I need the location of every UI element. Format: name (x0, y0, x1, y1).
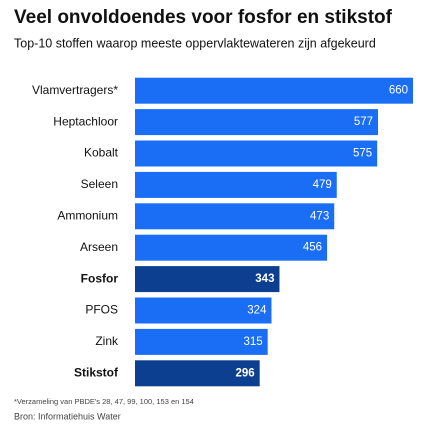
bar (135, 360, 260, 387)
value-label: 296 (235, 367, 254, 379)
bar (135, 234, 328, 261)
bar (135, 203, 335, 230)
value-label: 324 (247, 305, 267, 317)
category-label: Arseen (80, 240, 118, 254)
bar (135, 171, 337, 198)
bar (135, 297, 272, 324)
source: Bron: Informatiehuis Water (14, 411, 121, 421)
value-label: 456 (303, 242, 322, 254)
value-label: 660 (389, 85, 408, 97)
value-label: 577 (354, 116, 373, 128)
bar (135, 266, 280, 293)
category-label: Stikstof (74, 365, 119, 379)
bar (135, 140, 378, 167)
bar (135, 109, 379, 136)
category-label: PFOS (85, 303, 118, 317)
value-label: 473 (310, 210, 329, 222)
category-label: Fosfor (81, 271, 119, 285)
category-label: Heptachloor (53, 114, 118, 128)
footnote: *Verzameling van PBDE's 28, 47, 99, 100,… (14, 397, 194, 406)
value-label: 343 (255, 273, 274, 285)
value-label: 575 (353, 148, 372, 160)
category-label: Kobalt (84, 146, 119, 160)
bar (135, 328, 268, 355)
category-label: Zink (95, 334, 119, 348)
chart-title: Veel onvoldoendes voor fosfor en stiksto… (14, 7, 393, 28)
bar (135, 77, 413, 104)
chart-subtitle: Top-10 stoffen waarop meeste oppervlakte… (14, 36, 376, 50)
value-label: 315 (243, 336, 262, 348)
category-label: Seleen (81, 177, 118, 191)
value-label: 479 (313, 179, 332, 191)
category-label: Vlamvertragers* (32, 83, 118, 97)
category-label: Ammonium (57, 208, 118, 222)
